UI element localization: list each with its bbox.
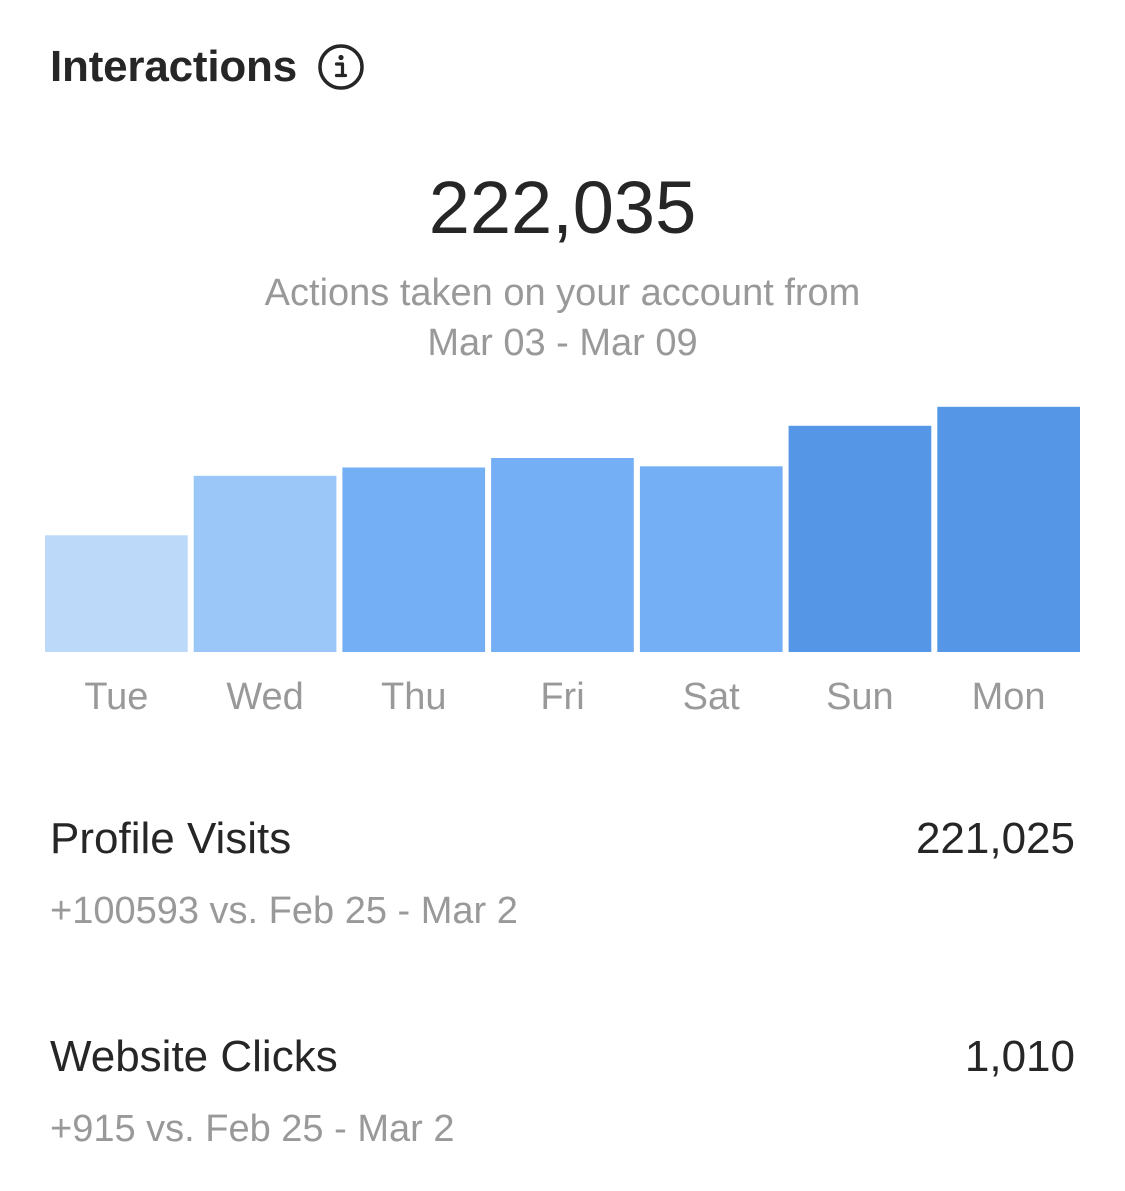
x-tick-label-sun: Sun (826, 676, 894, 718)
website-clicks-comparison: +915 vs. Feb 25 - Mar 2 (50, 1108, 455, 1150)
chart-canvas: Tue Wed Thu Fri Sat Sun Mon (45, 406, 1080, 718)
x-tick-label-sat: Sat (683, 676, 740, 718)
website-clicks-value: 1,010 (964, 1032, 1075, 1081)
bar-sat[interactable] (639, 466, 783, 652)
x-tick-label-mon: Mon (972, 676, 1046, 718)
section-header: Interactions (50, 36, 365, 98)
profile-visits-value: 221,025 (915, 814, 1075, 863)
date-range: Mar 03 - Mar 09 (427, 322, 698, 364)
website-clicks-label: Website Clicks (50, 1032, 338, 1081)
x-tick-label-wed: Wed (226, 676, 303, 718)
bar-fri[interactable] (491, 458, 634, 652)
bar-sun[interactable] (788, 425, 932, 652)
bar-wed[interactable] (193, 475, 337, 652)
total-interactions-value: 222,035 (428, 166, 697, 249)
profile-visits-comparison: +100593 vs. Feb 25 - Mar 2 (50, 890, 518, 932)
description-line-1: Actions taken on your account from (264, 272, 861, 314)
bar-mon[interactable] (937, 406, 1080, 652)
info-icon[interactable] (317, 43, 365, 91)
x-tick-label-thu: Thu (381, 676, 446, 718)
section-title: Interactions (50, 42, 297, 91)
total-description: Actions taken on your account from Mar 0… (0, 268, 1125, 368)
bar-thu[interactable] (342, 467, 486, 653)
profile-visits-label: Profile Visits (50, 814, 292, 863)
interactions-bar-chart: Tue Wed Thu Fri Sat Sun Mon (0, 380, 1125, 740)
x-tick-label-tue: Tue (84, 676, 148, 718)
bar-tue[interactable] (45, 535, 188, 652)
x-tick-label-fri: Fri (540, 676, 584, 718)
